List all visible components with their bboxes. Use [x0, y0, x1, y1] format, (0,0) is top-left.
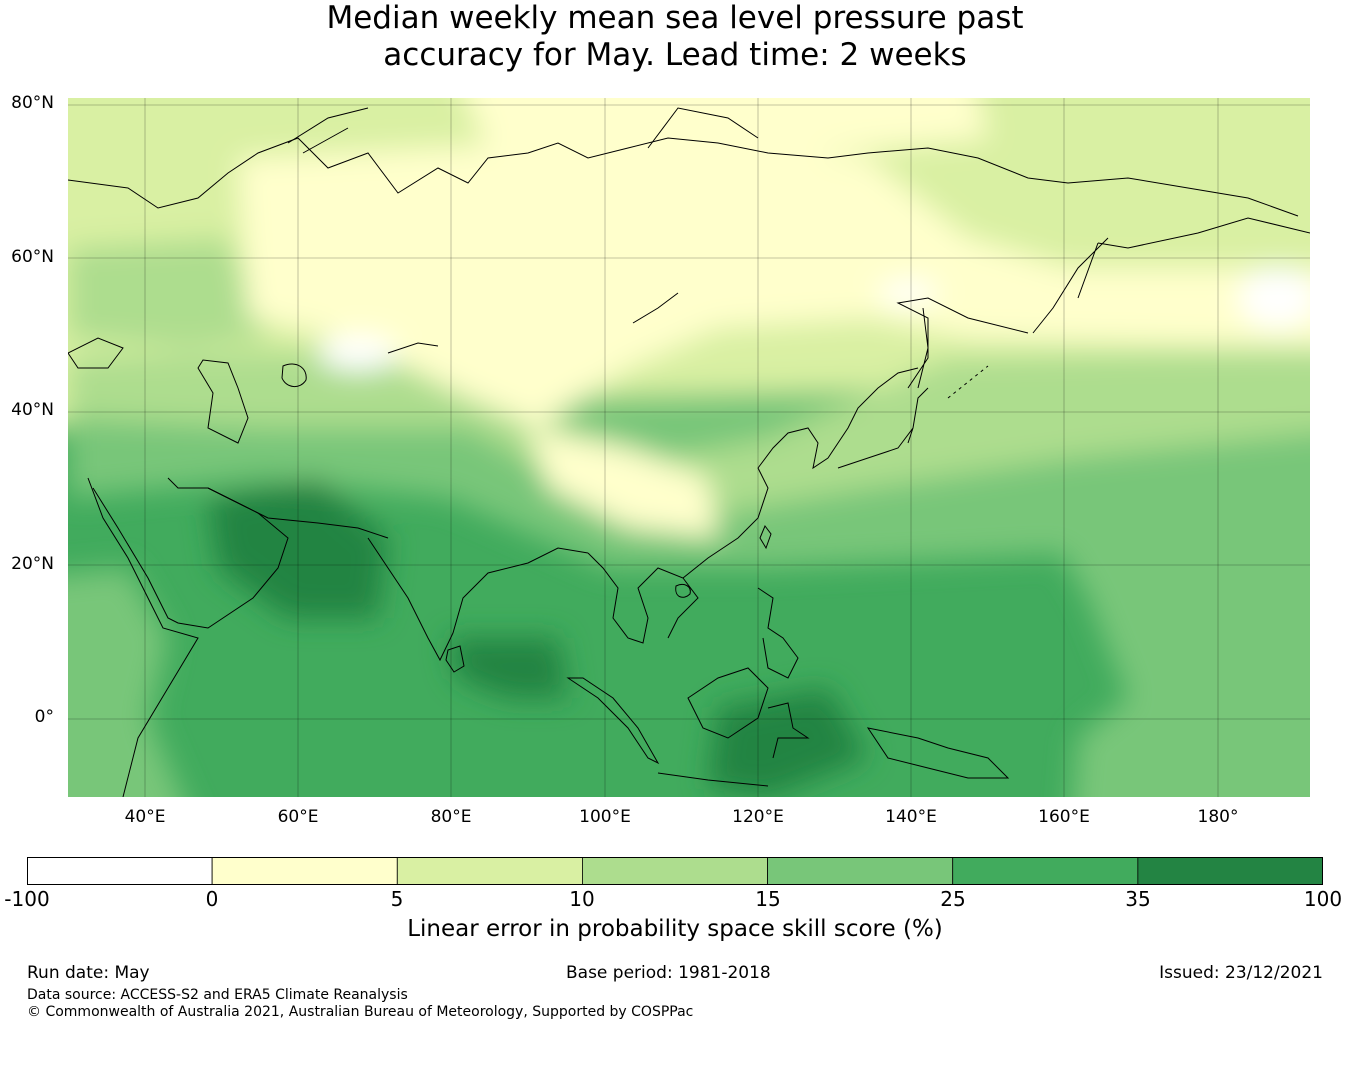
skill-field-35-100-arabia [208, 478, 388, 618]
colorbar-tick-100: 100 [1303, 887, 1343, 911]
colorbar [27, 857, 1323, 885]
colorbar-segment-0 [27, 857, 213, 885]
lat-label-60n: 60°N [11, 247, 54, 267]
colorbar-tick-5: 5 [390, 887, 404, 911]
skill-field-15-25-east [1028, 480, 1310, 797]
colorbar-segment-4 [767, 857, 954, 885]
skill-field-10-15 [68, 348, 1310, 518]
skill-field-0-5-north [238, 138, 1310, 428]
lat-label-80n: 80°N [11, 93, 54, 113]
lon-label-40e: 40°E [124, 807, 166, 827]
title-line-1: Median weekly mean sea level pressure pa… [326, 0, 1024, 36]
skill-field-10-15-west [68, 238, 268, 348]
issued-date: Issued: 23/12/2021 [1159, 963, 1323, 983]
graticule [68, 98, 1310, 797]
map-title: Median weekly mean sea level pressure pa… [0, 0, 1350, 74]
run-date: Run date: May [27, 963, 150, 983]
skill-field-35-100-india [448, 638, 568, 698]
colorbar-segment-2 [396, 857, 583, 885]
lat-label-equator: 0° [34, 707, 54, 727]
colorbar-tick-15: 15 [755, 887, 781, 911]
lon-label-180: 180° [1197, 807, 1239, 827]
colorbar-segment-6 [1137, 857, 1323, 885]
colorbar-segment-5 [952, 857, 1139, 885]
lon-label-160e: 160°E [1038, 807, 1090, 827]
colorbar-segment-1 [211, 857, 398, 885]
lon-label-100e: 100°E [579, 807, 631, 827]
lon-label-140e: 140°E [885, 807, 937, 827]
skill-field-0-5-tibet [528, 428, 718, 538]
colorbar-tick-0: 0 [205, 887, 219, 911]
colorbar-title: Linear error in probability space skill … [407, 916, 943, 942]
title-line-2: accuracy for May. Lead time: 2 weeks [383, 37, 967, 73]
copyright: © Commonwealth of Australia 2021, Austra… [27, 1004, 694, 1020]
colorbar-frame [27, 857, 1323, 885]
lon-label-60e: 60°E [277, 807, 319, 827]
colorbar-tick-25: 25 [940, 887, 966, 911]
lat-label-40n: 40°N [11, 400, 54, 420]
lon-label-120e: 120°E [732, 807, 784, 827]
lon-label-80e: 80°E [430, 807, 472, 827]
colorbar-tick-10: 10 [569, 887, 595, 911]
colorbar-tick-35: 35 [1125, 887, 1151, 911]
data-source: Data source: ACCESS-S2 and ERA5 Climate … [27, 987, 408, 1003]
colorbar-tick-minus100: -100 [4, 887, 50, 911]
skill-field-15-25-west [68, 568, 182, 797]
skill-field-negative-2 [1238, 268, 1310, 328]
skill-field-35-100-indonesia [708, 688, 868, 797]
coastlines [68, 107, 1310, 797]
lat-label-20n: 20°N [11, 554, 54, 574]
skill-score-map [68, 98, 1310, 797]
colorbar-segment-3 [582, 857, 768, 885]
skill-field-negative-1 [318, 335, 398, 371]
skill-field-0-5-arctic [465, 98, 988, 158]
base-period: Base period: 1981-2018 [566, 963, 771, 983]
